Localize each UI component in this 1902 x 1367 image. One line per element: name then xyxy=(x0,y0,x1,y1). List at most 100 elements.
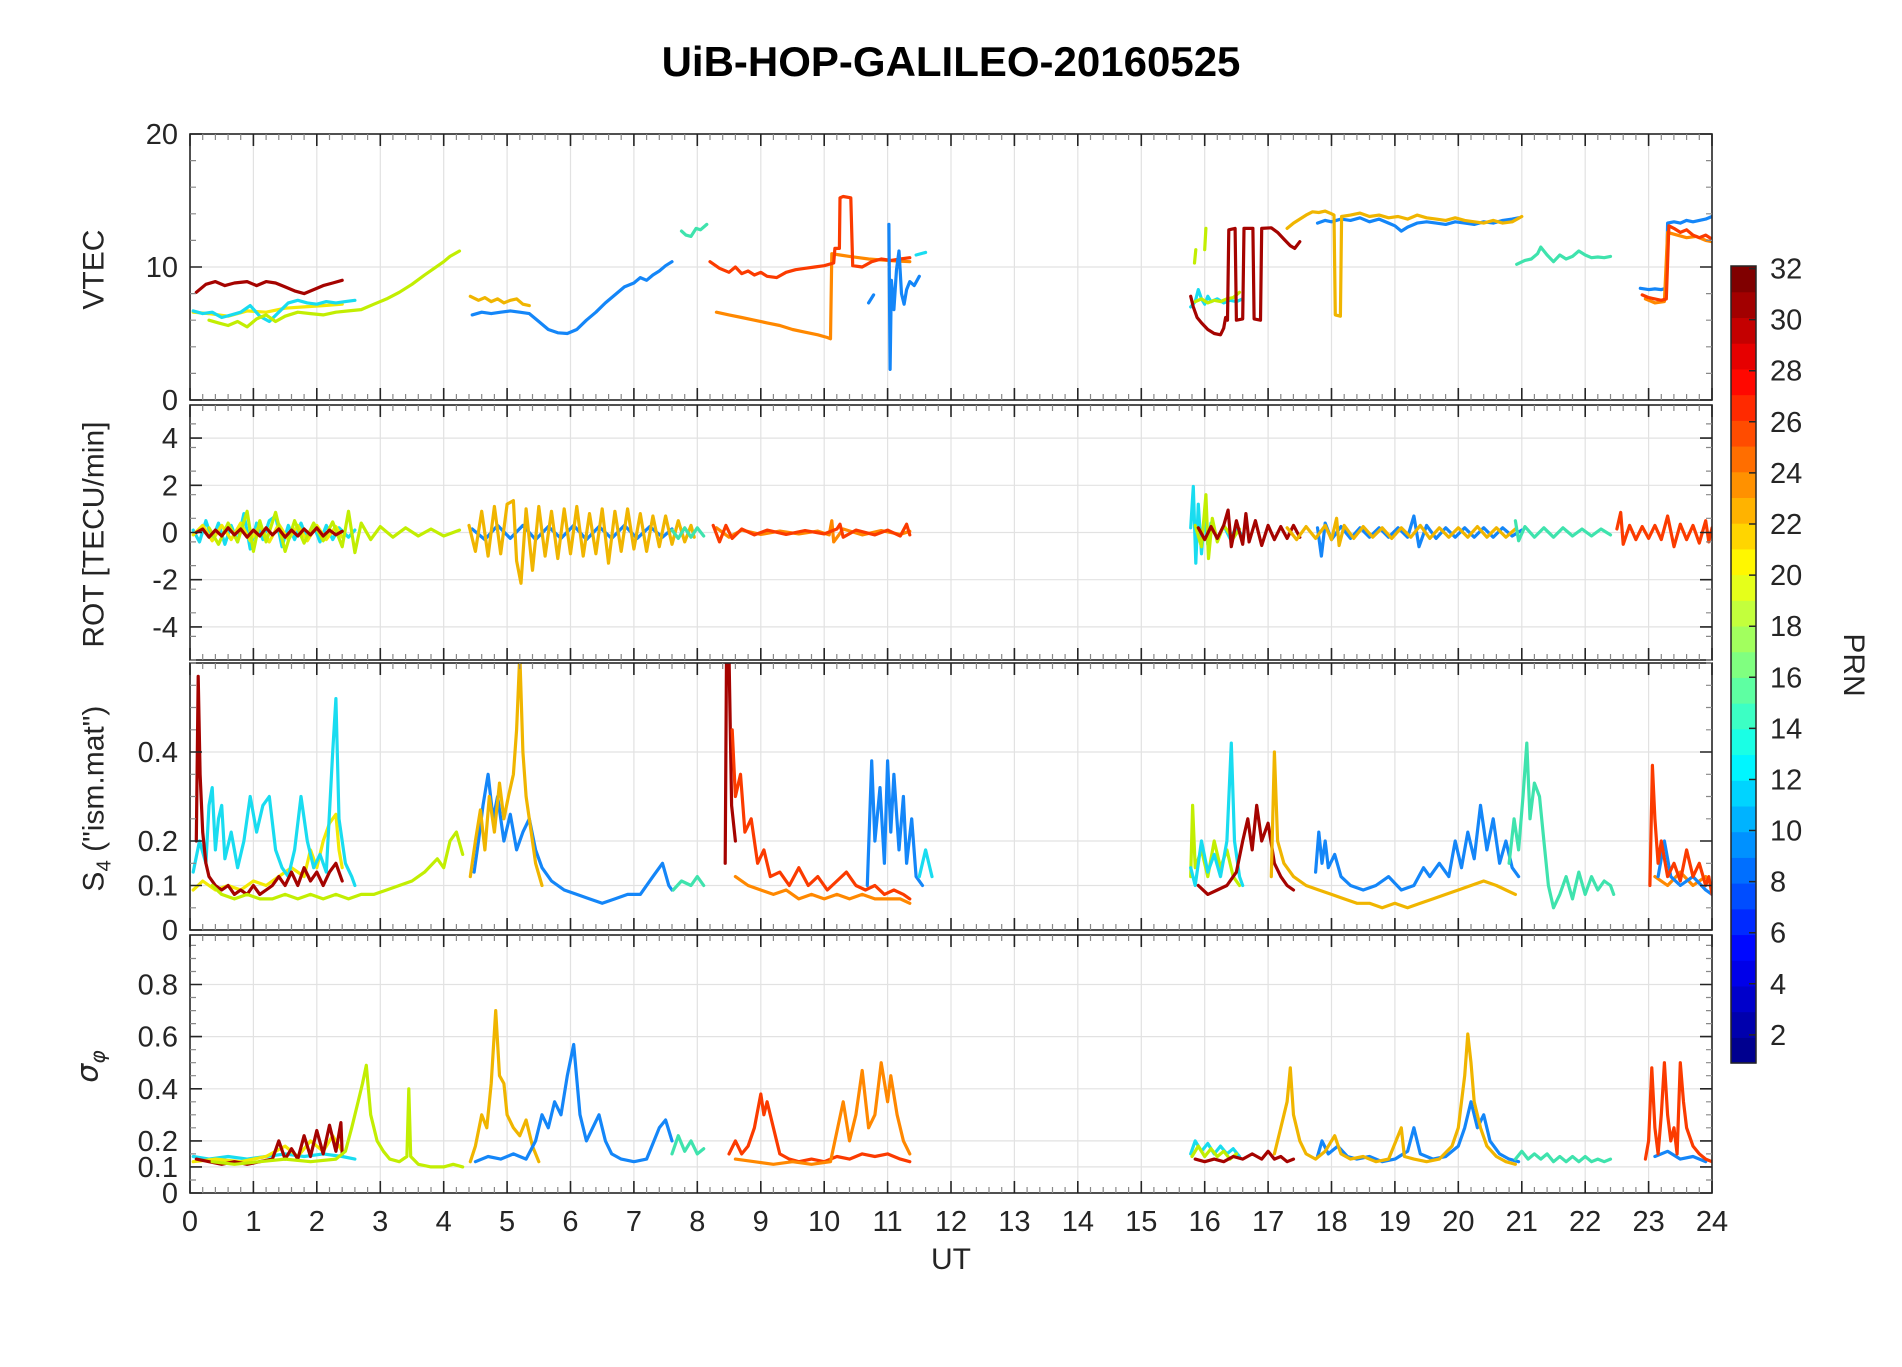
panel-vtec-minor-ticks xyxy=(190,134,1712,400)
series-prn-30 xyxy=(194,1121,344,1166)
colorbar-tick-label: 22 xyxy=(1770,509,1802,541)
panel-s4-ytick-label: 0.4 xyxy=(138,737,178,769)
colorbar-ticks xyxy=(1749,267,1756,1036)
panel-s4-series xyxy=(191,663,1712,910)
panel-sigma-phi-ytick-label: 0.1 xyxy=(138,1152,178,1184)
series-prn-24 xyxy=(1643,230,1712,305)
series-prn-30 xyxy=(723,663,737,865)
colorbar-block xyxy=(1731,600,1756,627)
panel-rot-ytick-label: 0 xyxy=(162,518,178,550)
series-prn-9 xyxy=(865,759,925,888)
x-tick-label: 16 xyxy=(1189,1206,1221,1238)
x-tick-label: 9 xyxy=(753,1206,769,1238)
panel-vtec-series xyxy=(191,194,1712,371)
x-tick-label: 15 xyxy=(1125,1206,1157,1238)
x-tick-labels: 0 1 2 3 4 5 6 7 8 9 10 11 12 13 14 15 16 17 18 19 20 21 22 23 24 xyxy=(182,1206,1728,1238)
colorbar-block xyxy=(1731,883,1756,910)
x-tick-label: 12 xyxy=(935,1206,967,1238)
series-prn-22 xyxy=(467,499,696,585)
colorbar-block xyxy=(1731,497,1756,524)
colorbar-tick-label: 16 xyxy=(1770,662,1802,694)
panel-vtec-ytick-label: 0 xyxy=(162,385,178,417)
panel-s4-major-ticks xyxy=(189,663,1713,931)
colorbar-block xyxy=(1731,1011,1756,1038)
series-prn-18 xyxy=(1192,248,1198,265)
series-prn-26 xyxy=(1648,763,1712,896)
colorbar-block xyxy=(1731,368,1756,396)
colorbar-block xyxy=(1731,317,1756,344)
series-prn-14 xyxy=(1507,741,1616,910)
series-prn-30 xyxy=(1196,508,1302,549)
colorbar-block xyxy=(1731,934,1756,961)
series-prn-26 xyxy=(708,194,912,280)
series-prn-12 xyxy=(1189,288,1245,309)
panel-s4: 0 0.1 0.2 0.4 xyxy=(138,662,1713,947)
series-prn-9 xyxy=(1653,1149,1708,1164)
colorbar-block xyxy=(1731,266,1756,293)
series-prn-9 xyxy=(1315,1100,1521,1164)
x-tick-label: 10 xyxy=(808,1206,840,1238)
x-tick-label: 20 xyxy=(1442,1206,1474,1238)
colorbar-border xyxy=(1730,265,1757,1064)
series-prn-12 xyxy=(1189,741,1245,888)
series-prn-18 xyxy=(1193,290,1242,305)
series-prn-18 xyxy=(210,830,465,901)
panel-rot-grid-h xyxy=(190,437,1712,628)
colorbar-block xyxy=(1731,523,1756,550)
series-prn-14 xyxy=(1513,1149,1613,1164)
series-prn-30 xyxy=(1193,1149,1296,1164)
x-tick-label: 23 xyxy=(1632,1206,1664,1238)
series-prn-30 xyxy=(194,674,344,896)
x-tick-label: 2 xyxy=(309,1206,325,1238)
colorbar-tick-label: 28 xyxy=(1770,356,1802,388)
panel-rot-ytick-label: 2 xyxy=(162,470,178,502)
panel-sigma-phi-ytick-label: 0.4 xyxy=(138,1074,178,1106)
series-prn-30 xyxy=(1196,803,1296,896)
panel-vtec-ytick-label: 10 xyxy=(146,252,178,284)
colorbar-block xyxy=(1731,343,1756,370)
colorbar-tick-label: 30 xyxy=(1770,305,1802,337)
series-prn-22 xyxy=(1285,516,1517,548)
series-prn-24 xyxy=(733,1061,912,1166)
colorbar-block xyxy=(1731,420,1756,447)
panel-rot-major-ticks xyxy=(189,405,1713,660)
panel-sigma-phi: 00.10.2 0.4 0.6 0.8 xyxy=(138,934,1713,1210)
series-prn-30 xyxy=(194,526,344,539)
colorbar-tick-label: 24 xyxy=(1770,458,1802,490)
colorbar-block xyxy=(1731,394,1756,421)
x-tick-label: 14 xyxy=(1062,1206,1094,1238)
x-axis-label: UT xyxy=(931,1243,971,1276)
colorbar-block xyxy=(1731,574,1756,601)
colorbar-block xyxy=(1731,780,1756,807)
series-prn-14 xyxy=(679,222,709,238)
series-prn-22 xyxy=(1269,750,1517,910)
x-tick-label: 24 xyxy=(1696,1206,1728,1238)
panel-sigma-phi-ytick-label: 0 xyxy=(162,1178,178,1210)
series-prn-14 xyxy=(1513,519,1613,543)
panel-vtec: 0 10 20 xyxy=(146,119,1713,417)
x-tick-label: 11 xyxy=(873,1206,903,1238)
colorbar-tick-label: 8 xyxy=(1770,867,1786,899)
series-prn-18 xyxy=(207,509,462,555)
series-prn-9 xyxy=(470,260,674,336)
x-tick-label: 8 xyxy=(689,1206,705,1238)
colorbar-tick-label: 18 xyxy=(1770,611,1802,643)
colorbar-block xyxy=(1731,728,1756,756)
series-prn-9 xyxy=(1656,839,1712,896)
panel-rot-ytick-label: -2 xyxy=(152,565,178,597)
series-prn-9 xyxy=(1315,514,1524,558)
colorbar-block xyxy=(1731,985,1756,1013)
series-prn-26 xyxy=(727,1092,912,1164)
series-prn-26 xyxy=(1615,510,1712,549)
x-tick-label: 5 xyxy=(499,1206,515,1238)
colorbar-tick-label: 20 xyxy=(1770,560,1802,592)
x-tick-label: 0 xyxy=(182,1206,198,1238)
series-prn-12 xyxy=(191,1152,357,1161)
series-prn-12 xyxy=(191,298,357,324)
y-axis-label-sigma-phi: σφ xyxy=(70,1050,110,1083)
colorbar-tick-label: 14 xyxy=(1770,713,1802,745)
series-prn-22 xyxy=(1272,1032,1517,1166)
panel-sigma-phi-ytick-label: 0.2 xyxy=(138,1126,178,1158)
